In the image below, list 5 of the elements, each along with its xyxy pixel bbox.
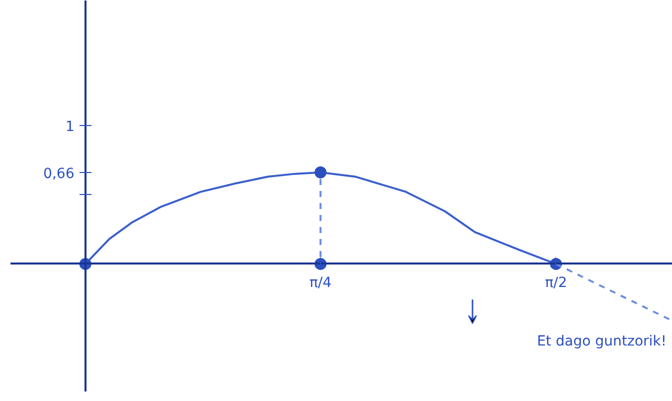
annotation: Et dago guntzorik! (536, 334, 667, 350)
x-tick-label: π/2 (544, 274, 568, 291)
x-tick-label: π/4 (310, 274, 332, 291)
y-tick-label: 0,66 (43, 166, 74, 182)
y-tick-label: 1 (65, 118, 74, 135)
